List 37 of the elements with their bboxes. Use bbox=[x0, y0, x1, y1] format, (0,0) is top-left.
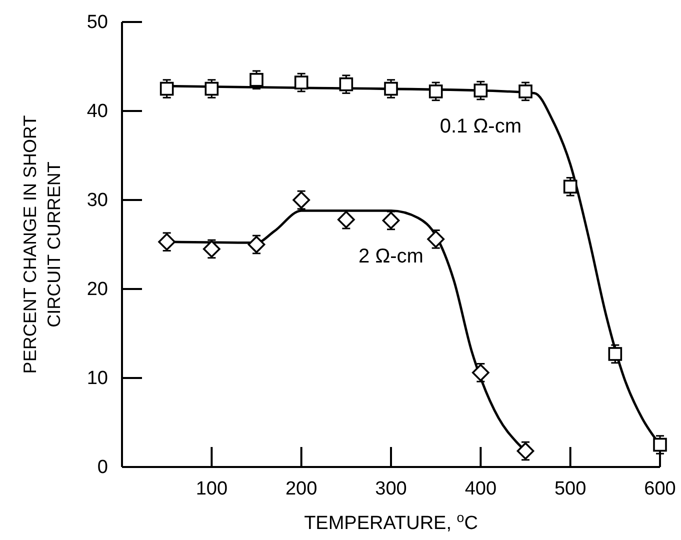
point bbox=[428, 84, 443, 98]
x-tick-label: 400 bbox=[464, 478, 497, 500]
point bbox=[294, 76, 308, 90]
point bbox=[474, 84, 488, 98]
point bbox=[384, 82, 398, 96]
x-axis-title: TEMPERATURE, $^{o}$C bbox=[304, 510, 478, 534]
series-label: 0.1 Ω-cm bbox=[440, 116, 522, 138]
point bbox=[339, 77, 354, 92]
series-label: 2 Ω-cm bbox=[358, 245, 424, 268]
x-tick-label: 200 bbox=[285, 478, 318, 500]
y-tick-label: 40 bbox=[86, 101, 108, 122]
point bbox=[653, 438, 667, 452]
point bbox=[382, 212, 400, 230]
point bbox=[204, 82, 219, 96]
point bbox=[516, 442, 534, 460]
point bbox=[563, 180, 578, 194]
x-tick-label: 100 bbox=[196, 478, 228, 500]
point bbox=[248, 236, 266, 254]
point bbox=[608, 347, 622, 361]
point bbox=[250, 72, 264, 87]
point bbox=[337, 210, 355, 228]
x-tick-label: 600 bbox=[644, 478, 676, 500]
y-tick-label: 50 bbox=[86, 12, 108, 34]
x-tick-label: 300 bbox=[375, 478, 407, 500]
point bbox=[160, 82, 174, 96]
y-tick-label: 10 bbox=[86, 368, 108, 390]
y-tick-label: 20 bbox=[86, 279, 108, 300]
y-tick-label: 30 bbox=[86, 190, 108, 212]
x-tick-label: 500 bbox=[554, 478, 586, 500]
point bbox=[518, 84, 532, 98]
y-tick-label: 0 bbox=[97, 457, 108, 478]
point bbox=[202, 240, 220, 258]
y-axis-title: PERCENT CHANGE IN SHORT CIRCUIT CURRENT bbox=[20, 115, 64, 374]
point bbox=[158, 233, 176, 251]
point bbox=[427, 230, 445, 248]
point bbox=[292, 191, 310, 209]
point bbox=[472, 364, 490, 382]
